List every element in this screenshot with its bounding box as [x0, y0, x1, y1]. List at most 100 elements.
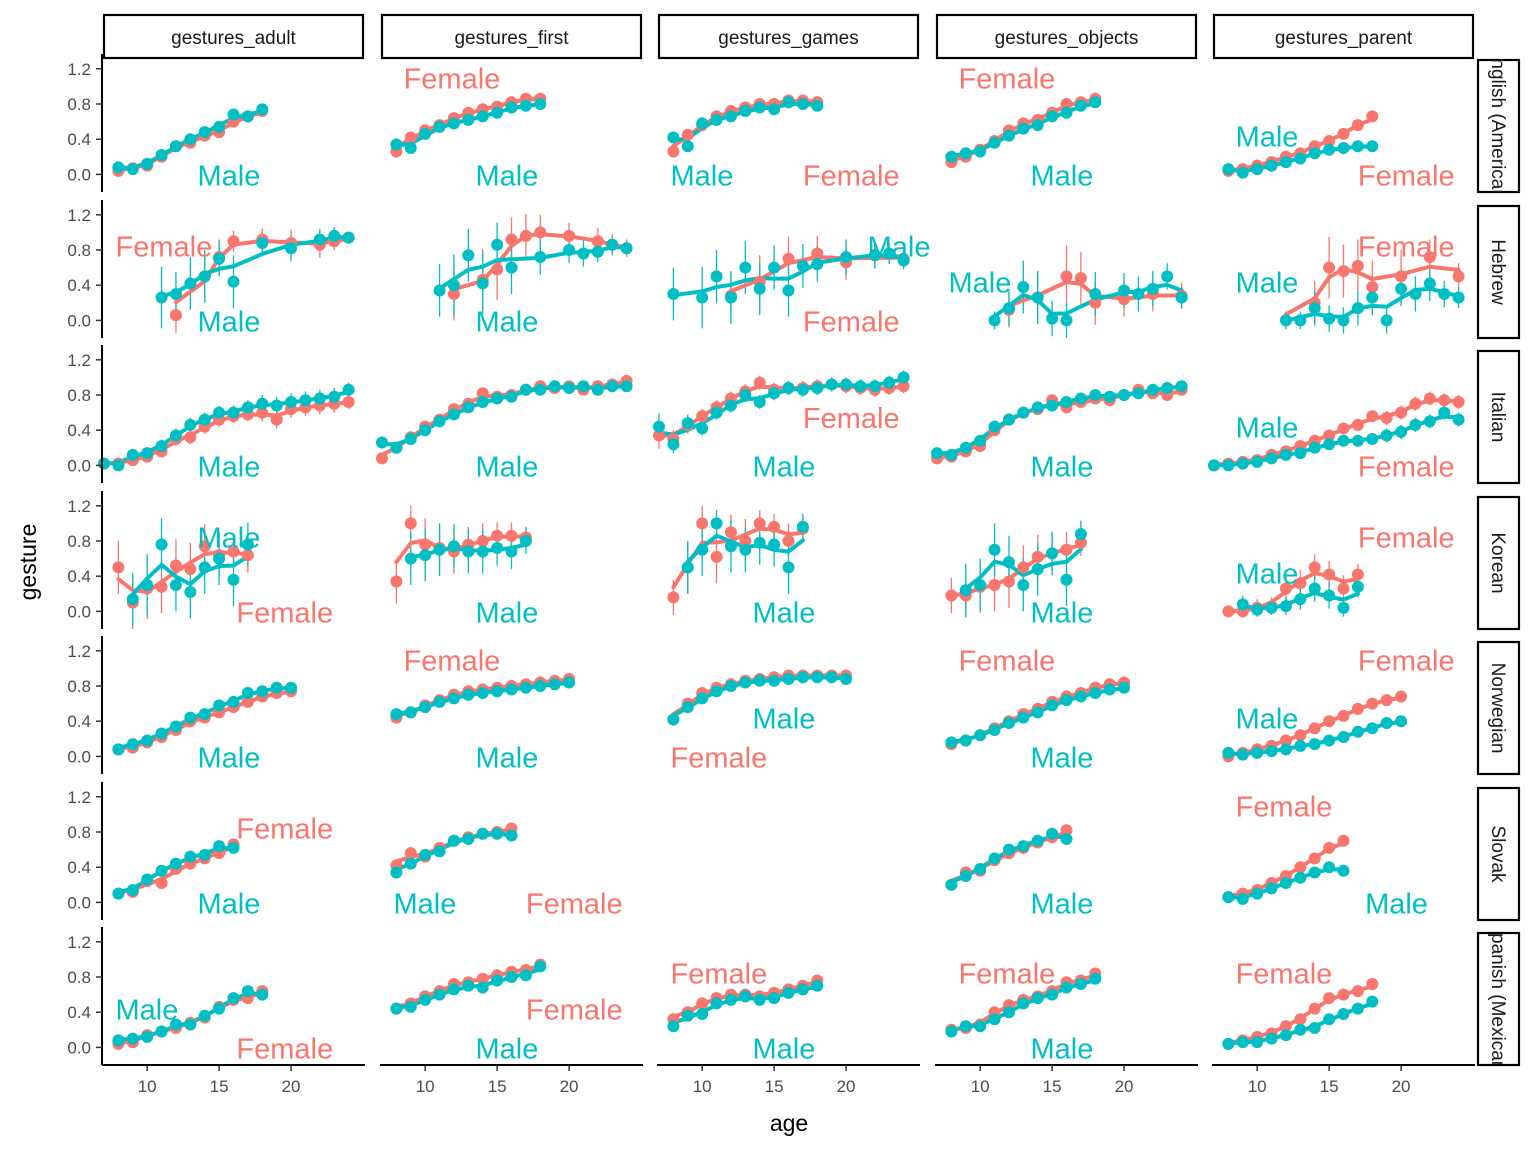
data-point [184, 133, 197, 146]
data-point [141, 447, 154, 460]
data-point [1222, 605, 1235, 618]
row-strip-box [1476, 931, 1521, 1067]
data-point [1395, 282, 1408, 295]
data-point [1265, 745, 1278, 758]
column-strips: gestures_adult gestures_first gestures_gam… [102, 13, 1475, 60]
data-point [285, 242, 298, 255]
panel: Male [376, 374, 633, 483]
data-point [1366, 110, 1379, 123]
y-tick-label: 0.0 [67, 165, 91, 184]
data-point [959, 147, 972, 160]
row-strip-label: Norwegian [1487, 663, 1508, 754]
data-point [945, 589, 958, 602]
data-point [155, 149, 168, 162]
data-point [1337, 988, 1350, 1001]
column-strip-label: gestures_adult [171, 28, 296, 49]
data-point [1337, 422, 1350, 435]
data-point [1438, 406, 1451, 419]
data-point [1294, 861, 1307, 874]
data-point [1395, 690, 1408, 703]
data-point [404, 552, 417, 565]
data-point [404, 131, 417, 144]
data-point [739, 105, 752, 118]
row-strip-box [1476, 495, 1521, 631]
data-point [1337, 864, 1350, 877]
series-label: Female [236, 1033, 333, 1065]
series-label: Male [394, 888, 457, 920]
data-point [1380, 694, 1393, 707]
data-point [710, 550, 723, 563]
data-point [1060, 270, 1073, 283]
data-point [390, 575, 403, 588]
data-point [667, 288, 680, 300]
data-point [563, 381, 576, 394]
data-point [433, 845, 446, 858]
column-strip-label: gestures_parent [1275, 28, 1413, 49]
series-label: Male [198, 888, 261, 920]
data-point [753, 376, 766, 389]
data-point [213, 406, 226, 419]
data-point [1351, 985, 1364, 998]
data-point [1002, 129, 1015, 142]
data-point [98, 457, 110, 470]
data-point [1323, 438, 1336, 451]
data-point [1017, 561, 1030, 574]
data-point [840, 672, 853, 685]
y-tick-label: 0.0 [67, 747, 91, 766]
y-tick-label: 0.8 [67, 386, 91, 405]
data-point [959, 734, 972, 747]
data-point [931, 447, 943, 460]
data-point [988, 314, 1001, 327]
data-point [241, 549, 254, 562]
data-point [724, 399, 737, 412]
data-point [505, 529, 518, 542]
series-label: Male [476, 597, 539, 629]
series-label: Male [198, 160, 261, 192]
data-point [988, 1013, 1001, 1026]
data-point [811, 979, 824, 992]
data-point [1031, 834, 1044, 847]
data-point [241, 687, 254, 700]
data-point [1046, 312, 1059, 325]
data-point [419, 993, 432, 1006]
data-point [256, 103, 269, 116]
data-point [811, 99, 824, 112]
data-point [112, 887, 125, 900]
data-point [1146, 282, 1159, 295]
x-tick-label: 15 [1320, 1077, 1339, 1096]
panel: Female Male [390, 64, 547, 192]
data-point [184, 586, 197, 599]
data-point [419, 424, 432, 437]
data-point [1046, 827, 1059, 840]
data-point [591, 383, 604, 396]
y-tick-label: 1.2 [67, 642, 91, 661]
data-point [342, 383, 355, 396]
panel: Male Female [667, 669, 853, 774]
data-point [1222, 891, 1235, 904]
panel: Female Male [945, 646, 1131, 774]
data-point [519, 229, 532, 242]
series-label: Female [803, 160, 900, 192]
data-point [1265, 1032, 1278, 1045]
data-point [782, 561, 795, 574]
data-point [768, 520, 781, 533]
data-point [534, 960, 547, 973]
data-point [1351, 302, 1364, 315]
chart-axes: 0.0 0.4 0.8 1.2 0.0 0.4 0.8 1.2 0.0 0.4 0.8 1.2 0.0 0… [67, 54, 1475, 1096]
series-label: Female [959, 959, 1056, 991]
data-point [577, 380, 590, 393]
y-tick-label: 0.8 [67, 95, 91, 114]
data-point [1308, 1002, 1321, 1015]
data-point [390, 708, 403, 721]
data-point [184, 431, 197, 444]
series-label: Female [1236, 792, 1333, 824]
data-point [155, 440, 168, 453]
data-point [1017, 280, 1030, 293]
data-point [169, 1018, 182, 1031]
data-point [768, 261, 781, 274]
row-strip-label: Slovak [1487, 825, 1508, 883]
series-label: Male [753, 597, 816, 629]
data-point [620, 242, 633, 255]
data-point [1409, 397, 1422, 410]
data-point [1438, 394, 1451, 407]
